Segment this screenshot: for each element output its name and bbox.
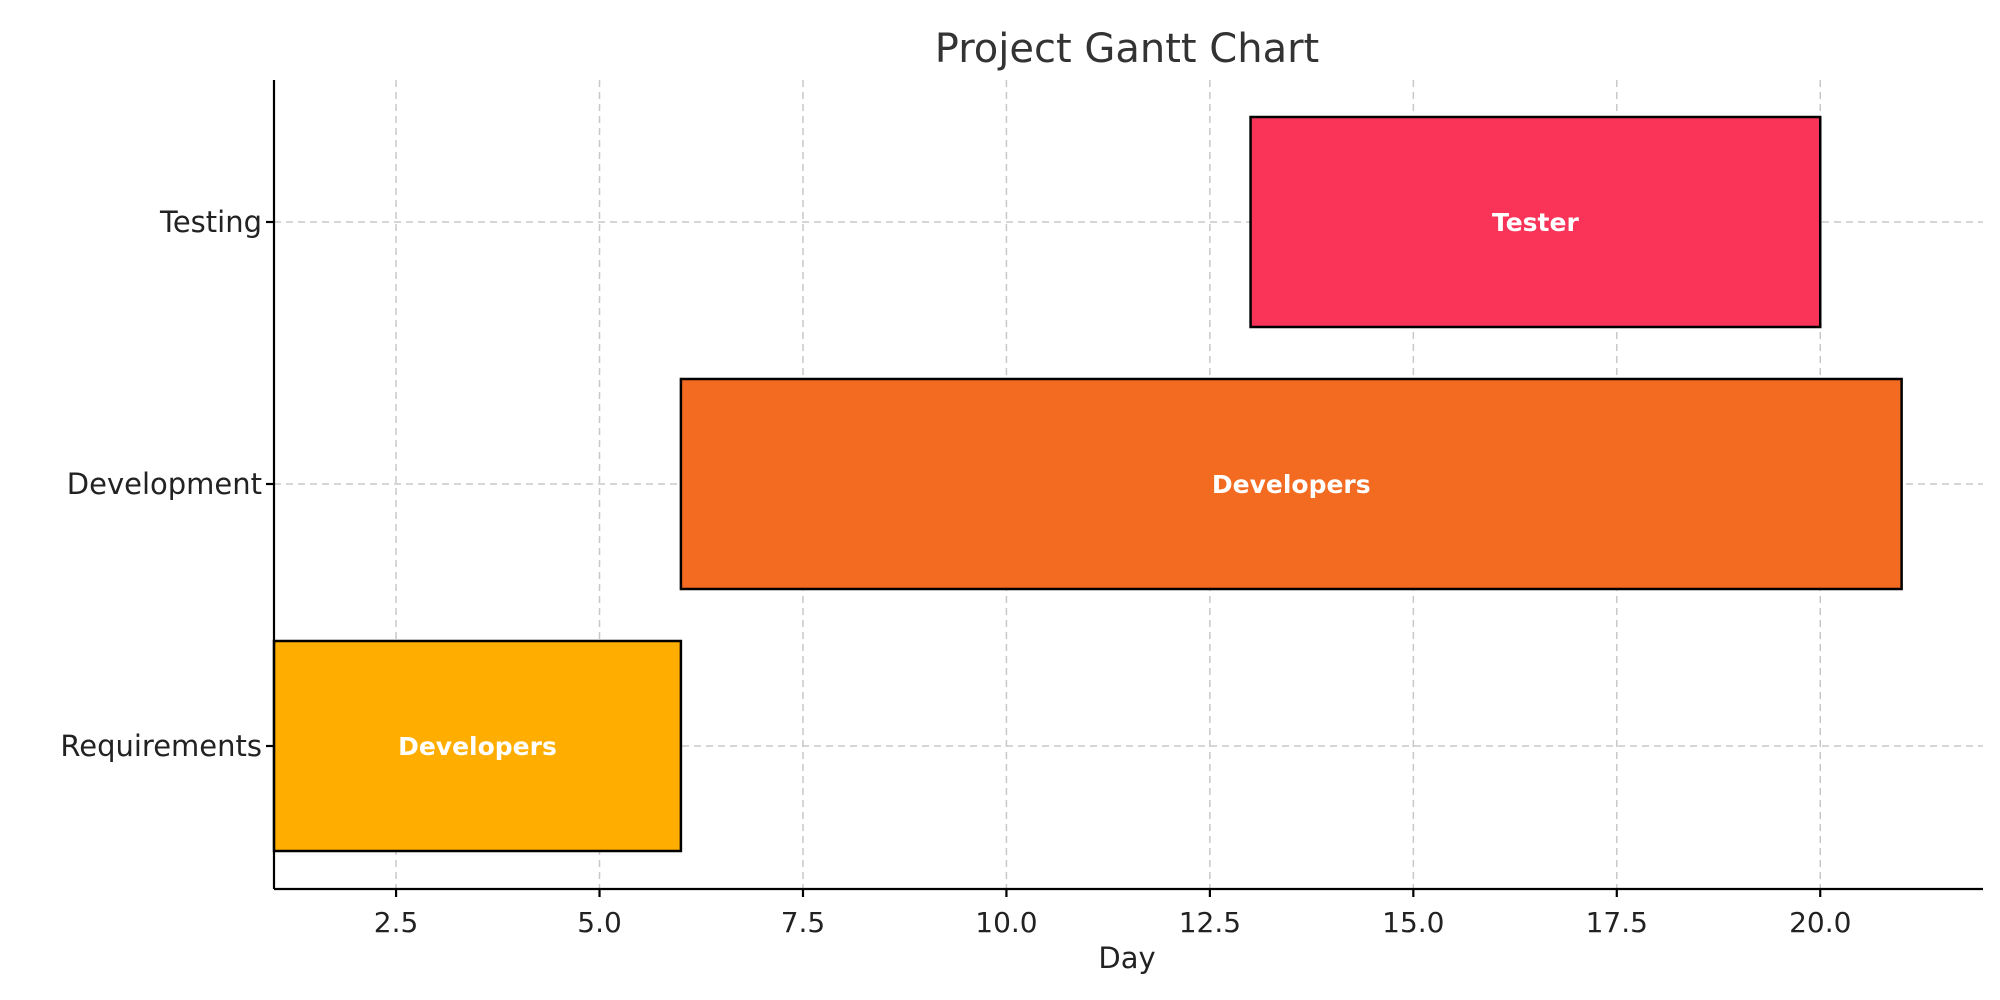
bar-resource-label: Tester bbox=[1492, 208, 1579, 237]
chart-title: Project Gantt Chart bbox=[935, 26, 1319, 72]
gantt-bar bbox=[272, 639, 683, 853]
gantt-bar bbox=[679, 377, 1903, 591]
bar-layer: Developers Developers Tester bbox=[272, 115, 1903, 853]
category-label: Testing bbox=[159, 205, 262, 239]
category-label: Requirements bbox=[60, 729, 262, 763]
x-tick-label: 10.0 bbox=[975, 906, 1037, 939]
x-tick-label: 17.5 bbox=[1586, 906, 1648, 939]
tick-layer: 2.5 5.0 7.5 10.0 12.5 15.0 17.5 20.0 Requirement… bbox=[60, 205, 1851, 939]
x-tick-label: 12.5 bbox=[1179, 906, 1241, 939]
x-tick-label: 15.0 bbox=[1382, 906, 1444, 939]
x-tick-label: 2.5 bbox=[374, 906, 419, 939]
x-tick-label: 20.0 bbox=[1789, 906, 1851, 939]
category-label: Development bbox=[67, 467, 262, 501]
x-tick-label: 7.5 bbox=[781, 906, 826, 939]
gantt-bar bbox=[1249, 115, 1822, 329]
bar-resource-label: Developers bbox=[1212, 470, 1371, 499]
bar-resource-label: Developers bbox=[398, 732, 557, 761]
x-tick-label: 5.0 bbox=[577, 906, 622, 939]
x-axis-label: Day bbox=[1098, 941, 1155, 975]
